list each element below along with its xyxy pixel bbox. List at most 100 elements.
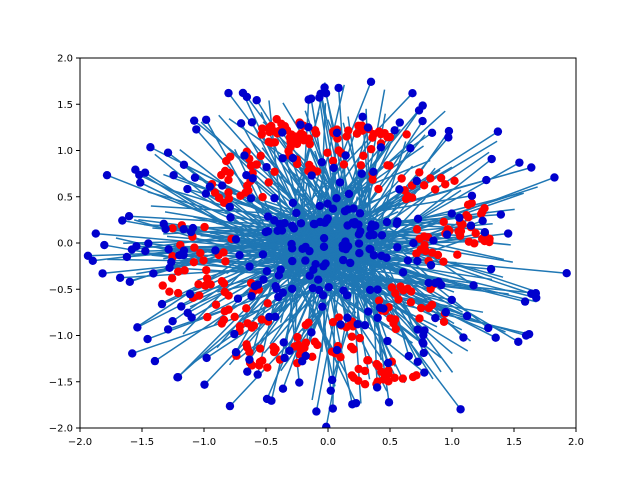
x-tick-label: −0.5: [254, 437, 278, 448]
red-point: [194, 280, 203, 289]
red-point: [419, 232, 429, 241]
blue-point: [406, 143, 415, 153]
blue-point: [246, 194, 256, 203]
blue-point: [250, 281, 259, 291]
y-tick-label: 1.0: [57, 146, 73, 157]
blue-point: [150, 356, 160, 366]
connection-line: [277, 81, 372, 315]
blue-point: [515, 158, 524, 167]
blue-point: [200, 380, 209, 389]
blue-point: [252, 96, 261, 105]
red-point: [470, 239, 479, 248]
red-point: [225, 168, 235, 178]
blue-point: [100, 240, 109, 250]
blue-point: [169, 170, 178, 180]
blue-point: [363, 307, 373, 316]
red-point: [354, 376, 363, 385]
blue-point: [296, 219, 306, 228]
blue-point: [297, 357, 307, 366]
red-point: [398, 374, 408, 383]
blue-point: [466, 221, 476, 230]
blue-point: [115, 273, 125, 282]
blue-point: [562, 269, 571, 278]
blue-point: [442, 230, 452, 239]
blue-point: [324, 282, 333, 292]
blue-point: [426, 260, 436, 270]
red-point: [258, 124, 267, 133]
red-point: [200, 222, 209, 232]
red-point: [203, 312, 212, 322]
blue-point: [496, 210, 506, 219]
red-point: [189, 258, 199, 267]
blue-point: [344, 189, 354, 199]
red-point: [384, 369, 393, 378]
blue-point: [159, 219, 168, 229]
red-point: [286, 142, 295, 152]
blue-point: [429, 236, 438, 245]
blue-point: [339, 286, 348, 295]
blue-point: [179, 160, 189, 169]
blue-point: [190, 173, 200, 182]
red-point: [224, 194, 234, 203]
blue-point: [225, 401, 235, 411]
blue-point: [183, 184, 192, 194]
blue-point: [233, 294, 243, 303]
blue-point: [408, 89, 417, 98]
red-point: [453, 250, 462, 259]
blue-point: [186, 227, 196, 237]
x-tick-label: 0.5: [382, 437, 398, 448]
red-point: [245, 347, 254, 357]
x-axis: −2.0 −1.5 −1.0 −0.5 0.0 0.5 1.0 1.5 2.0: [68, 428, 584, 448]
blue-point: [231, 348, 241, 357]
red-point: [236, 191, 245, 201]
x-tick-label: 2.0: [568, 437, 584, 448]
red-point: [255, 344, 265, 353]
red-point: [297, 344, 306, 354]
red-point: [256, 151, 265, 161]
blue-point: [146, 143, 155, 152]
red-point: [391, 324, 401, 334]
blue-point: [247, 118, 257, 127]
blue-point: [263, 212, 273, 221]
red-point: [480, 204, 489, 213]
blue-point: [185, 289, 195, 299]
blue-point: [253, 370, 262, 379]
blue-point: [343, 221, 352, 230]
x-tick-label: 1.0: [444, 437, 460, 448]
red-point: [384, 377, 393, 386]
blue-point: [419, 348, 428, 358]
blue-point: [240, 151, 249, 160]
blue-point: [287, 284, 297, 293]
blue-point: [550, 173, 559, 182]
blue-point: [455, 213, 464, 222]
blue-point: [343, 313, 352, 322]
red-point: [224, 188, 233, 197]
connection-line: [311, 151, 419, 363]
blue-point: [355, 209, 365, 218]
connection-line: [251, 121, 388, 392]
red-point: [211, 300, 221, 309]
red-point: [462, 211, 471, 220]
blue-point: [312, 407, 321, 416]
blue-point: [395, 185, 404, 194]
red-point: [360, 380, 370, 389]
red-point: [383, 132, 392, 142]
red-point: [419, 181, 429, 190]
red-point: [397, 174, 406, 183]
blue-point: [248, 174, 257, 183]
connection-line: [193, 120, 472, 342]
blue-point: [136, 178, 145, 187]
blue-point: [259, 275, 268, 284]
red-point: [463, 200, 473, 210]
red-point: [242, 304, 251, 313]
blue-point: [149, 269, 158, 278]
blue-point: [245, 355, 254, 364]
red-point: [355, 333, 365, 343]
blue-point: [128, 349, 137, 358]
red-point: [377, 367, 386, 376]
blue-point: [205, 182, 215, 191]
blue-point: [409, 239, 418, 248]
blue-point: [192, 125, 201, 134]
blue-point: [357, 169, 366, 178]
red-point: [180, 266, 189, 275]
